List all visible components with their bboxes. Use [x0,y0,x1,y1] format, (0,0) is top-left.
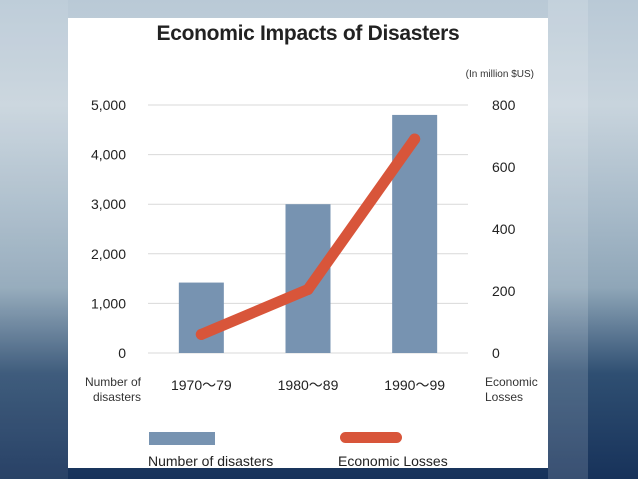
left-tick-label: 1,000 [91,295,126,311]
background-band [0,0,68,479]
legend-swatch-line [340,432,402,443]
right-tick-label: 0 [492,345,500,361]
x-tick-label: 1970～79 [171,377,232,393]
legend-label-bars: Number of disasters [148,453,274,469]
right-tick-label: 200 [492,283,516,299]
bar [392,114,438,353]
bar [178,282,224,353]
x-tick-label: 1990～99 [384,377,445,393]
right-tick-label: 600 [492,159,516,175]
left-tick-label: 3,000 [91,196,126,212]
left-tick-label: 4,000 [91,147,126,163]
bar [285,204,331,353]
left-tick-label: 0 [118,345,126,361]
right-tick-label: 800 [492,97,516,113]
losses-point [302,283,314,295]
legend-swatch-bars [149,432,215,445]
chart-plot: 0 1,000 2,000 3,000 4,000 5,000 0 200 400 600 800 1… [91,97,516,393]
background-band [548,0,588,479]
losses-point [409,133,421,145]
right-tick-label: 400 [492,221,516,237]
left-axis-title: Number of disasters [84,375,141,404]
chart-card: Economic Impacts of Disasters (In millio… [68,18,548,469]
legend-label-line: Economic Losses [338,453,448,469]
chart-title: Economic Impacts of Disasters [156,22,460,45]
losses-point [195,328,207,340]
right-axis-title: Economic Losses [485,375,538,404]
unit-note: (In million $US) [465,69,534,80]
left-tick-label: 2,000 [91,246,126,262]
x-tick-label: 1980～89 [278,377,339,393]
left-tick-label: 5,000 [91,97,126,113]
